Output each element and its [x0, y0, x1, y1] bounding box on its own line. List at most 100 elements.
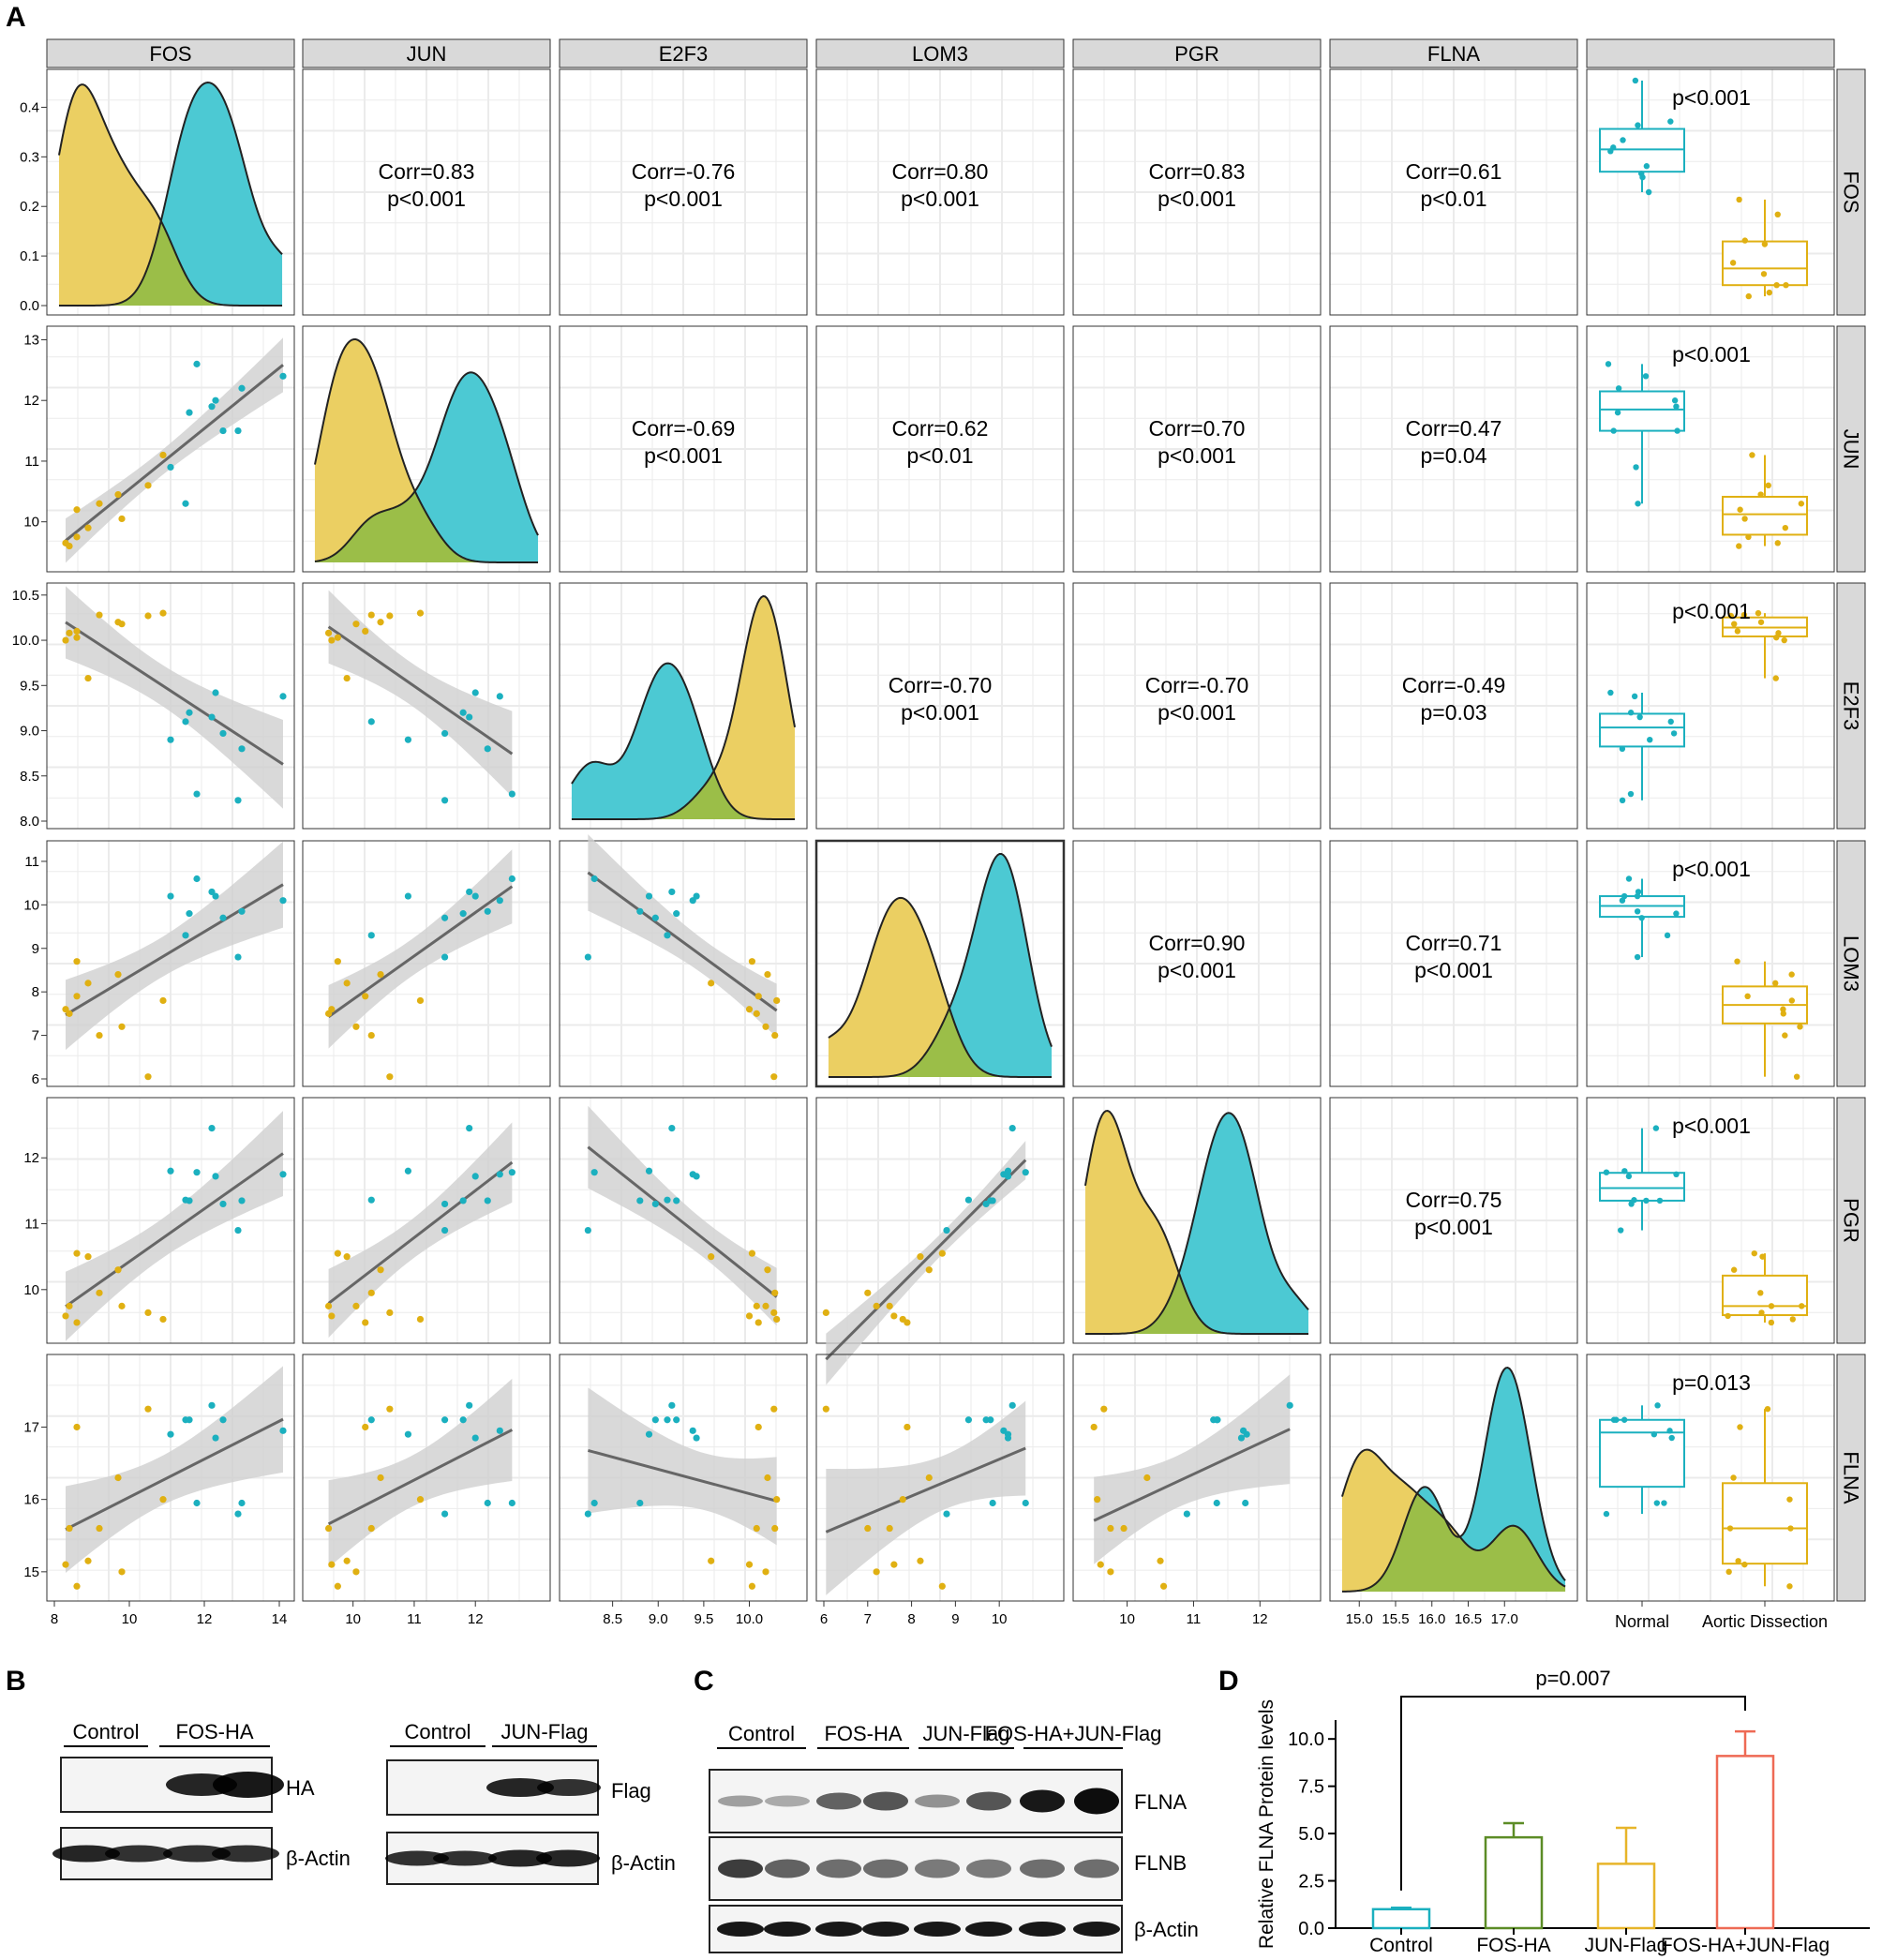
box-point-normal — [1636, 713, 1643, 721]
scatter-point-aortic-dissection — [754, 993, 762, 1000]
regression-line — [327, 625, 514, 756]
scatter-point-normal — [441, 953, 449, 961]
scatter-point-normal — [668, 1125, 676, 1132]
y-tick-label: 10.0 — [12, 633, 39, 649]
scatter-point-aortic-dissection — [328, 1312, 336, 1320]
strip-col-e2f3 — [559, 38, 808, 68]
row-header-lom3: LOM3 — [1840, 935, 1863, 992]
box-point-aortic-dissection — [1772, 980, 1779, 987]
panel-border — [46, 1097, 295, 1344]
scatter-point-aortic-dissection — [352, 1302, 360, 1309]
box-point-normal — [1603, 1510, 1610, 1518]
scatter-point-aortic-dissection — [96, 1524, 103, 1533]
scatter-point-aortic-dissection — [324, 629, 333, 636]
blot-band — [488, 1849, 552, 1867]
y-tick-label: 17 — [23, 1419, 39, 1435]
scatter-point-normal — [989, 1197, 996, 1204]
density-line-normal — [571, 662, 796, 820]
blot-c-header-jun-flag: JUN-Flag — [923, 1722, 1010, 1745]
box-point-aortic-dissection — [1768, 1319, 1775, 1326]
confidence-band — [66, 1366, 283, 1573]
panel-pgr-fos — [46, 1097, 295, 1344]
density-line-normal — [58, 81, 283, 307]
bar-y-tick-label: 2.5 — [1298, 1872, 1324, 1893]
confidence-band — [826, 1141, 1026, 1385]
scatter-point-aortic-dissection — [66, 629, 73, 636]
scatter-point-normal — [664, 1416, 671, 1424]
box-point-aortic-dissection — [1758, 1309, 1765, 1316]
scatter-point-normal — [441, 1200, 449, 1208]
panel-border — [559, 68, 808, 316]
scatter-point-aortic-dissection — [159, 451, 167, 459]
scatter-point-aortic-dissection — [890, 1561, 898, 1568]
scatter-point-normal — [234, 797, 242, 804]
x-tick-label: 14 — [272, 1611, 288, 1627]
confidence-band — [1094, 1374, 1291, 1564]
corr-value: Corr=0.71 — [1406, 931, 1502, 955]
density-area-aortic-dissection — [571, 596, 796, 819]
box-point-aortic-dissection — [1775, 630, 1782, 636]
scatter-point-aortic-dissection — [762, 1568, 769, 1576]
scatter-point-aortic-dissection — [328, 1561, 336, 1568]
scatter-point-normal — [484, 1499, 491, 1507]
scatter-point-normal — [645, 1430, 653, 1438]
panel-jun-lom3 — [815, 325, 1065, 573]
scatter-point-normal — [182, 932, 189, 939]
panel-border — [1329, 1354, 1578, 1602]
scatter-point-aortic-dissection — [62, 1561, 69, 1568]
box-point-aortic-dissection — [1734, 958, 1740, 965]
scatter-point-normal — [459, 1416, 467, 1424]
scatter-point-normal — [167, 892, 174, 900]
x-tick-label: 15.0 — [1346, 1611, 1373, 1627]
scatter-point-normal — [484, 1197, 491, 1204]
box-point-aortic-dissection — [1726, 1525, 1734, 1532]
scatter-point-normal — [689, 1171, 696, 1178]
strip-row-flna — [1836, 1354, 1866, 1602]
density-area-aortic-dissection — [58, 84, 283, 306]
density-line-aortic-dissection — [1083, 1109, 1309, 1335]
box-point-normal — [1632, 77, 1639, 84]
box-point-aortic-dissection — [1781, 636, 1787, 644]
scatter-point-normal — [943, 1226, 950, 1234]
box-aortic-dissection — [1722, 1482, 1808, 1565]
scatter-point-normal — [193, 790, 201, 798]
box-aortic-dissection — [1722, 240, 1808, 287]
panel-letters: A B C D — [6, 2, 1239, 1697]
scatter-point-normal — [982, 1200, 990, 1208]
scatter-point-aortic-dissection — [386, 1309, 394, 1316]
box-point-normal — [1627, 790, 1635, 798]
scatter-point-normal — [689, 1427, 696, 1434]
x-tick-label: 9.5 — [694, 1611, 713, 1627]
scatter-point-aortic-dissection — [159, 1496, 167, 1504]
scatter-point-aortic-dissection — [84, 674, 92, 682]
density-area-aortic-dissection — [828, 897, 1053, 1077]
bar-y-tick-label: 0.0 — [1298, 1919, 1324, 1939]
group-pvalue-pgr: p<0.001 — [1672, 1114, 1751, 1138]
box-point-aortic-dissection — [1731, 621, 1738, 627]
corr-value: Corr=-0.49 — [1402, 673, 1506, 697]
box-point-aortic-dissection — [1788, 971, 1795, 978]
corr-pvalue: p<0.01 — [907, 443, 974, 468]
density-area-overlap — [1341, 1494, 1566, 1592]
strip-col-lom3 — [815, 38, 1065, 68]
x-tick-label: 11 — [407, 1611, 422, 1627]
panel-border — [1072, 582, 1322, 830]
scatter-point-normal — [636, 1499, 644, 1507]
scatter-point-aortic-dissection — [367, 1289, 375, 1296]
scatter-point-aortic-dissection — [770, 1309, 778, 1316]
y-tick-label: 0.2 — [20, 199, 39, 215]
panel-border — [559, 1097, 808, 1344]
scatter-point-aortic-dissection — [1094, 1496, 1101, 1504]
scatter-point-aortic-dissection — [343, 1557, 351, 1564]
scatter-point-aortic-dissection — [73, 1423, 81, 1431]
panel-b-western-blots: Control FOS-HA HA β-Actin Control JUN-Flag Fla… — [52, 1720, 676, 1885]
panel-jun-pgr — [1072, 325, 1322, 573]
scatter-point-aortic-dissection — [324, 1302, 333, 1309]
x-tick-label: 8 — [907, 1611, 915, 1627]
corr-pvalue: p<0.001 — [1158, 958, 1236, 982]
scatter-point-normal — [1183, 1510, 1190, 1518]
box-point-aortic-dissection — [1793, 1073, 1800, 1080]
scatter-point-normal — [193, 360, 201, 367]
box-point-aortic-dissection — [1757, 491, 1764, 498]
